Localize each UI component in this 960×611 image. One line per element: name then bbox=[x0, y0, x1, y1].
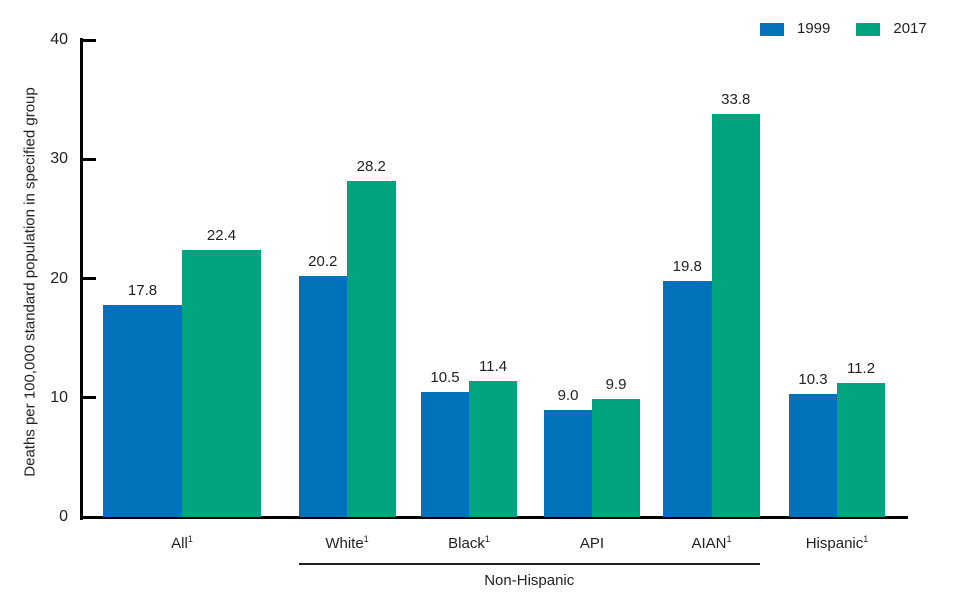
y-tick-label-20: 20 bbox=[50, 269, 68, 287]
x-axis-label-api: API bbox=[579, 535, 605, 552]
bar-value-1999-hispanic: 10.3 bbox=[798, 371, 828, 389]
y-tick-mark-10 bbox=[83, 396, 96, 400]
x-axis-label-all: All1 bbox=[171, 534, 193, 553]
bar-value-2017-api: 9.9 bbox=[605, 375, 627, 393]
legend-label-1999: 1999 bbox=[797, 20, 831, 37]
bar-1999-api bbox=[544, 409, 592, 517]
footnote-marker: 1 bbox=[484, 534, 490, 544]
y-tick-label-10: 10 bbox=[50, 388, 68, 406]
y-tick-label-30: 30 bbox=[50, 150, 68, 168]
bar-1999-hispanic bbox=[789, 394, 837, 517]
bar-1999-all bbox=[103, 304, 182, 517]
y-tick-mark-40 bbox=[83, 38, 96, 42]
bar-1999-white bbox=[298, 276, 347, 517]
non-hispanic-bracket-line bbox=[298, 563, 760, 565]
footnote-marker: 1 bbox=[726, 534, 732, 544]
bar-2017-black bbox=[469, 381, 517, 517]
bar-value-1999-aian: 19.8 bbox=[672, 257, 702, 275]
y-axis-line bbox=[80, 38, 83, 520]
y-tick-label-40: 40 bbox=[50, 31, 68, 48]
footnote-marker: 1 bbox=[363, 534, 369, 544]
x-axis-line bbox=[80, 516, 908, 519]
footnote-marker: 1 bbox=[187, 534, 193, 544]
bar-value-2017-white: 28.2 bbox=[356, 157, 386, 175]
legend-swatch-1999 bbox=[760, 22, 784, 36]
legend-label-2017: 2017 bbox=[893, 20, 927, 37]
bar-2017-hispanic bbox=[837, 383, 885, 517]
legend: 1999 2017 bbox=[760, 21, 927, 37]
bar-value-1999-black: 10.5 bbox=[430, 368, 460, 386]
y-tick-mark-0 bbox=[83, 515, 96, 519]
bar-value-1999-all: 17.8 bbox=[127, 281, 158, 299]
y-tick-mark-20 bbox=[83, 277, 96, 280]
bar-value-1999-white: 20.2 bbox=[308, 253, 338, 271]
y-tick-mark-30 bbox=[83, 157, 96, 161]
bar-value-1999-api: 9.0 bbox=[557, 386, 579, 404]
bar-value-2017-hispanic: 11.2 bbox=[846, 360, 876, 378]
legend-item-2017: 2017 bbox=[856, 20, 927, 37]
y-tick-label-0: 0 bbox=[59, 508, 68, 525]
bar-value-2017-all: 22.4 bbox=[206, 226, 237, 244]
legend-swatch-2017 bbox=[856, 22, 881, 36]
x-axis-label-white: White1 bbox=[325, 534, 369, 553]
bar-2017-api bbox=[592, 398, 640, 517]
x-axis-label-hispanic: Hispanic1 bbox=[805, 534, 869, 553]
footnote-marker: 1 bbox=[863, 534, 869, 544]
bar-2017-aian bbox=[711, 113, 760, 517]
bar-value-2017-aian: 33.8 bbox=[721, 90, 751, 108]
bar-2017-all bbox=[182, 249, 261, 517]
bar-1999-aian bbox=[663, 280, 712, 517]
non-hispanic-label: Non-Hispanic bbox=[484, 572, 575, 589]
legend-item-1999: 1999 bbox=[760, 21, 830, 37]
bar-value-2017-black: 11.4 bbox=[478, 358, 508, 376]
x-axis-label-aian: AIAN1 bbox=[691, 534, 732, 553]
bar-2017-white bbox=[347, 180, 396, 517]
x-axis-label-black: Black1 bbox=[448, 534, 490, 553]
bar-1999-black bbox=[421, 391, 469, 517]
